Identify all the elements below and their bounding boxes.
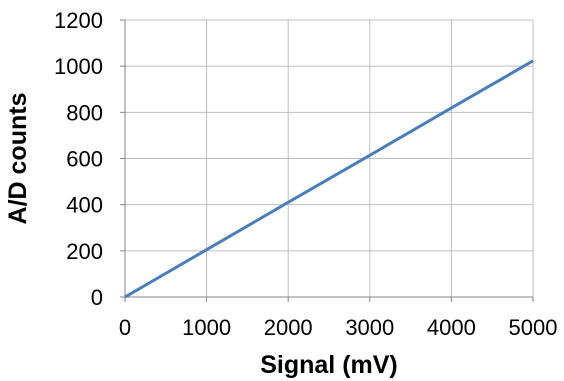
- y-tick-label: 1200: [54, 8, 103, 33]
- tick-labels: 0 200 400 600 800 1000 1200 0 1000 2000 3000 4000 50…: [54, 8, 557, 340]
- y-tick-label: 200: [66, 239, 103, 264]
- y-tick-label: 600: [66, 147, 103, 172]
- x-tick-label: 2000: [264, 315, 313, 340]
- gridlines: [125, 19, 534, 297]
- y-tick-label: 1000: [54, 54, 103, 79]
- series-layer: [124, 59, 534, 299]
- x-tick-label: 4000: [427, 315, 476, 340]
- x-tick-label: 3000: [345, 315, 394, 340]
- axes: [120, 19, 534, 302]
- y-tick-label: 0: [91, 285, 103, 310]
- y-tick-label: 800: [66, 100, 103, 125]
- x-tick-label: 0: [119, 315, 131, 340]
- x-tick-label: 1000: [182, 315, 231, 340]
- y-tick-label: 400: [66, 193, 103, 218]
- x-axis-title: Signal (mV): [260, 351, 398, 379]
- series-line: [124, 59, 534, 299]
- x-tick-label: 5000: [509, 315, 558, 340]
- y-axis-title: A/D counts: [4, 93, 32, 225]
